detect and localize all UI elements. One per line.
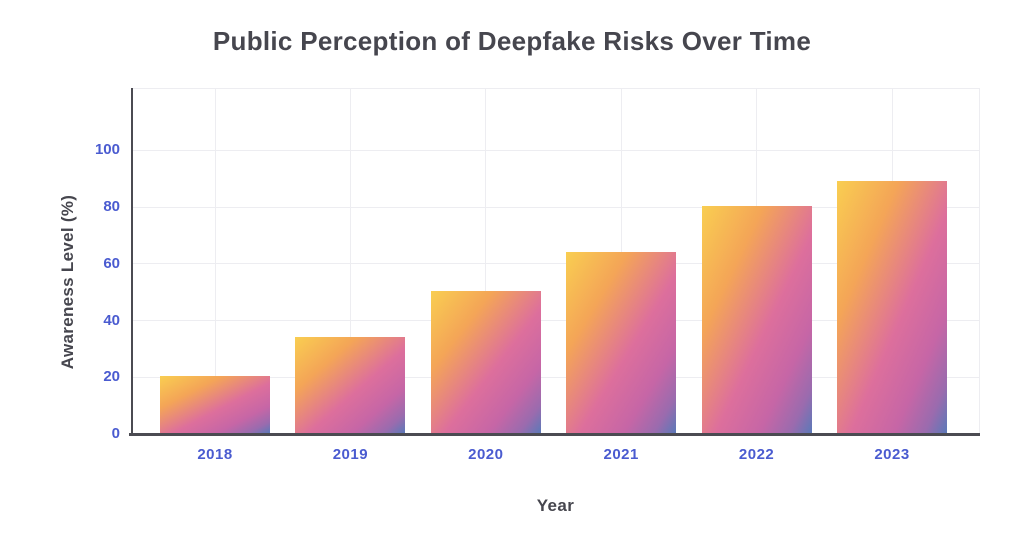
x-tick-label: 2023: [874, 446, 910, 463]
bar-2018[interactable]: [160, 376, 270, 433]
x-tick-label: 2022: [738, 446, 775, 463]
x-gridline: [214, 88, 216, 434]
y-gridline: [132, 149, 980, 151]
x-gridline: [349, 88, 351, 434]
x-axis-title: Year: [536, 496, 575, 515]
plot-area: [129, 88, 980, 436]
bar-2019[interactable]: [295, 336, 406, 433]
y-tick-label: 20: [103, 368, 120, 386]
y-tick-label: 0: [111, 425, 120, 442]
y-tick-label: 100: [94, 141, 120, 159]
plot-right-border: [979, 88, 980, 434]
chart-title: Public Perception of Deepfake Risks Over…: [212, 26, 812, 56]
bar-2020[interactable]: [430, 291, 541, 433]
y-tick-label: 40: [103, 311, 120, 329]
bar-2022[interactable]: [701, 206, 812, 433]
x-tick-label: 2021: [603, 446, 639, 463]
y-gridline: [132, 206, 980, 208]
y-tick-label: 80: [103, 198, 120, 216]
x-tick-label: 2018: [197, 446, 233, 463]
x-axis-line: [129, 433, 980, 436]
y-gridline: [132, 263, 980, 265]
y-tick-label: 60: [103, 254, 120, 272]
bar-2021[interactable]: [566, 251, 677, 433]
x-tick-label: 2020: [468, 446, 504, 463]
y-axis-line: [131, 88, 133, 434]
x-gridline: [485, 88, 487, 434]
x-tick-label: 2019: [332, 446, 369, 463]
plot-top-border: [132, 88, 980, 89]
y-gridline: [132, 376, 980, 378]
y-gridline: [132, 320, 980, 322]
bar-2023[interactable]: [837, 180, 947, 433]
